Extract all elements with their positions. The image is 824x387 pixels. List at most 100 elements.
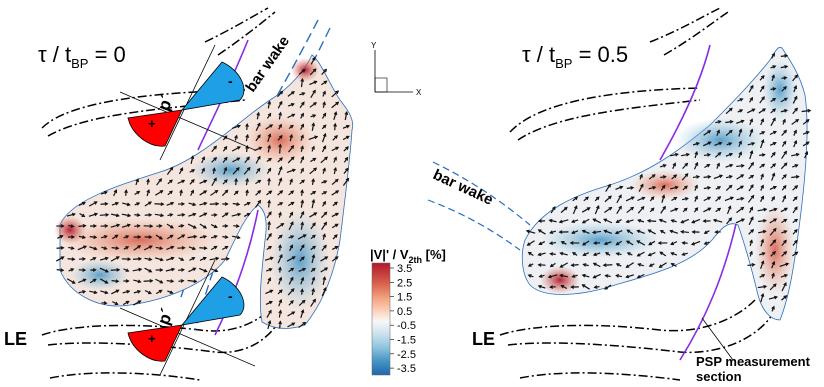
velocity-arrow-head	[783, 86, 787, 90]
velocity-arrow	[266, 211, 272, 219]
velocity-arrow-head	[738, 140, 742, 145]
velocity-arrow-head	[278, 298, 283, 303]
velocity-arrow-head	[60, 256, 65, 260]
velocity-arrow-head	[728, 129, 733, 134]
velocity-arrow-head	[345, 135, 350, 140]
velocity-arrow-head	[94, 212, 99, 217]
velocity-arrow-head	[236, 146, 241, 150]
velocity-arrow-head	[740, 196, 745, 201]
velocity-arrow-head	[773, 295, 778, 300]
colorbar-title: |V|' / V2th [%]	[370, 247, 446, 265]
velocity-arrow	[780, 97, 788, 103]
velocity-arrow-head	[662, 164, 667, 168]
velocity-arrow-head	[225, 257, 230, 261]
velocity-arrow-head	[104, 290, 109, 295]
velocity-arrow	[342, 125, 350, 129]
velocity-arrow-head	[291, 322, 296, 326]
velocity-arrow	[781, 151, 787, 159]
velocity-arrow-head	[793, 95, 798, 100]
velocity-arrow	[342, 178, 350, 186]
velocity-arrow-head	[602, 263, 607, 267]
velocity-arrow	[243, 167, 251, 175]
velocity-arrow	[681, 230, 689, 234]
velocity-arrow	[199, 202, 207, 206]
velocity-arrow	[88, 201, 98, 207]
velocity-arrow-head	[115, 289, 120, 293]
velocity-arrow	[659, 262, 667, 268]
velocity-arrow	[760, 139, 764, 149]
velocity-arrow-head	[548, 241, 554, 245]
velocity-arrow	[321, 287, 327, 297]
velocity-arrow-head	[190, 155, 195, 160]
velocity-arrow-head	[148, 269, 153, 273]
velocity-arrow	[310, 299, 316, 307]
velocity-arrow-head	[257, 122, 261, 127]
velocity-arrow-head	[324, 156, 329, 161]
velocity-arrow	[166, 234, 174, 240]
velocity-arrow-head	[571, 252, 576, 256]
velocity-arrow-head	[235, 224, 240, 228]
velocity-arrow-head	[201, 167, 205, 172]
velocity-arrow-head	[269, 124, 274, 128]
velocity-arrow-head	[771, 260, 776, 265]
velocity-arrow-head	[322, 145, 327, 150]
velocity-arrow	[670, 208, 678, 212]
velocity-arrow-head	[292, 168, 297, 173]
velocity-arrow-head	[783, 295, 788, 299]
velocity-arrow	[747, 108, 755, 114]
velocity-arrow-head	[647, 229, 652, 233]
colorbar-tick-label: 0.5	[397, 306, 412, 318]
velocity-arrow-head	[717, 120, 722, 124]
colorbar-tick-label: -3.5	[397, 363, 416, 375]
velocity-arrow-head	[335, 212, 340, 217]
velocity-arrow	[265, 124, 273, 130]
velocity-arrow-head	[82, 224, 87, 228]
velocity-arrow-head	[278, 111, 283, 116]
velocity-arrow-head	[169, 213, 174, 217]
velocity-arrow	[100, 191, 108, 195]
velocity-arrow-head	[323, 244, 327, 249]
velocity-arrow-head	[278, 266, 282, 271]
velocity-arrow-head	[203, 225, 208, 229]
velocity-arrow-head	[729, 163, 734, 168]
velocity-arrow	[769, 239, 777, 247]
velocity-arrow-head	[571, 230, 576, 235]
velocity-arrow-head	[684, 185, 688, 190]
velocity-arrow	[221, 212, 229, 218]
velocity-arrow	[757, 219, 767, 223]
velocity-arrow-head	[267, 220, 272, 225]
velocity-arrow-head	[159, 280, 164, 284]
velocity-arrow	[626, 187, 634, 189]
velocity-arrow-head	[278, 289, 283, 294]
velocity-arrow-head	[773, 185, 777, 190]
velocity-arrow	[187, 235, 197, 239]
velocity-arrow	[759, 85, 765, 93]
velocity-arrow-head	[637, 219, 642, 223]
velocity-arrow-head	[245, 177, 249, 182]
velocity-arrow	[66, 278, 76, 284]
velocity-arrow-head	[82, 201, 86, 206]
velocity-arrow-head	[334, 223, 339, 228]
velocity-arrow-head	[794, 228, 798, 233]
velocity-arrow-head	[126, 289, 131, 294]
velocity-arrow	[255, 134, 261, 142]
velocity-arrow-head	[203, 201, 208, 206]
velocity-arrow	[738, 129, 742, 137]
velocity-arrow	[560, 274, 568, 278]
velocity-arrow	[166, 246, 174, 250]
velocity-arrow-head	[751, 262, 756, 267]
velocity-arrow-head	[323, 287, 327, 292]
velocity-arrow	[232, 167, 240, 175]
velocity-arrow	[626, 206, 634, 214]
velocity-arrow-head	[323, 80, 328, 85]
velocity-arrow	[190, 156, 194, 164]
velocity-arrow-head	[335, 101, 340, 106]
velocity-arrow-head	[302, 267, 307, 272]
velocity-arrow-head	[278, 309, 283, 314]
velocity-arrow-head	[570, 219, 576, 224]
velocity-arrow	[143, 245, 153, 251]
velocity-arrow-head	[784, 64, 789, 69]
velocity-arrow-head	[171, 267, 176, 272]
velocity-arrow-head	[256, 111, 261, 116]
axis-y-label: Y	[371, 41, 377, 50]
